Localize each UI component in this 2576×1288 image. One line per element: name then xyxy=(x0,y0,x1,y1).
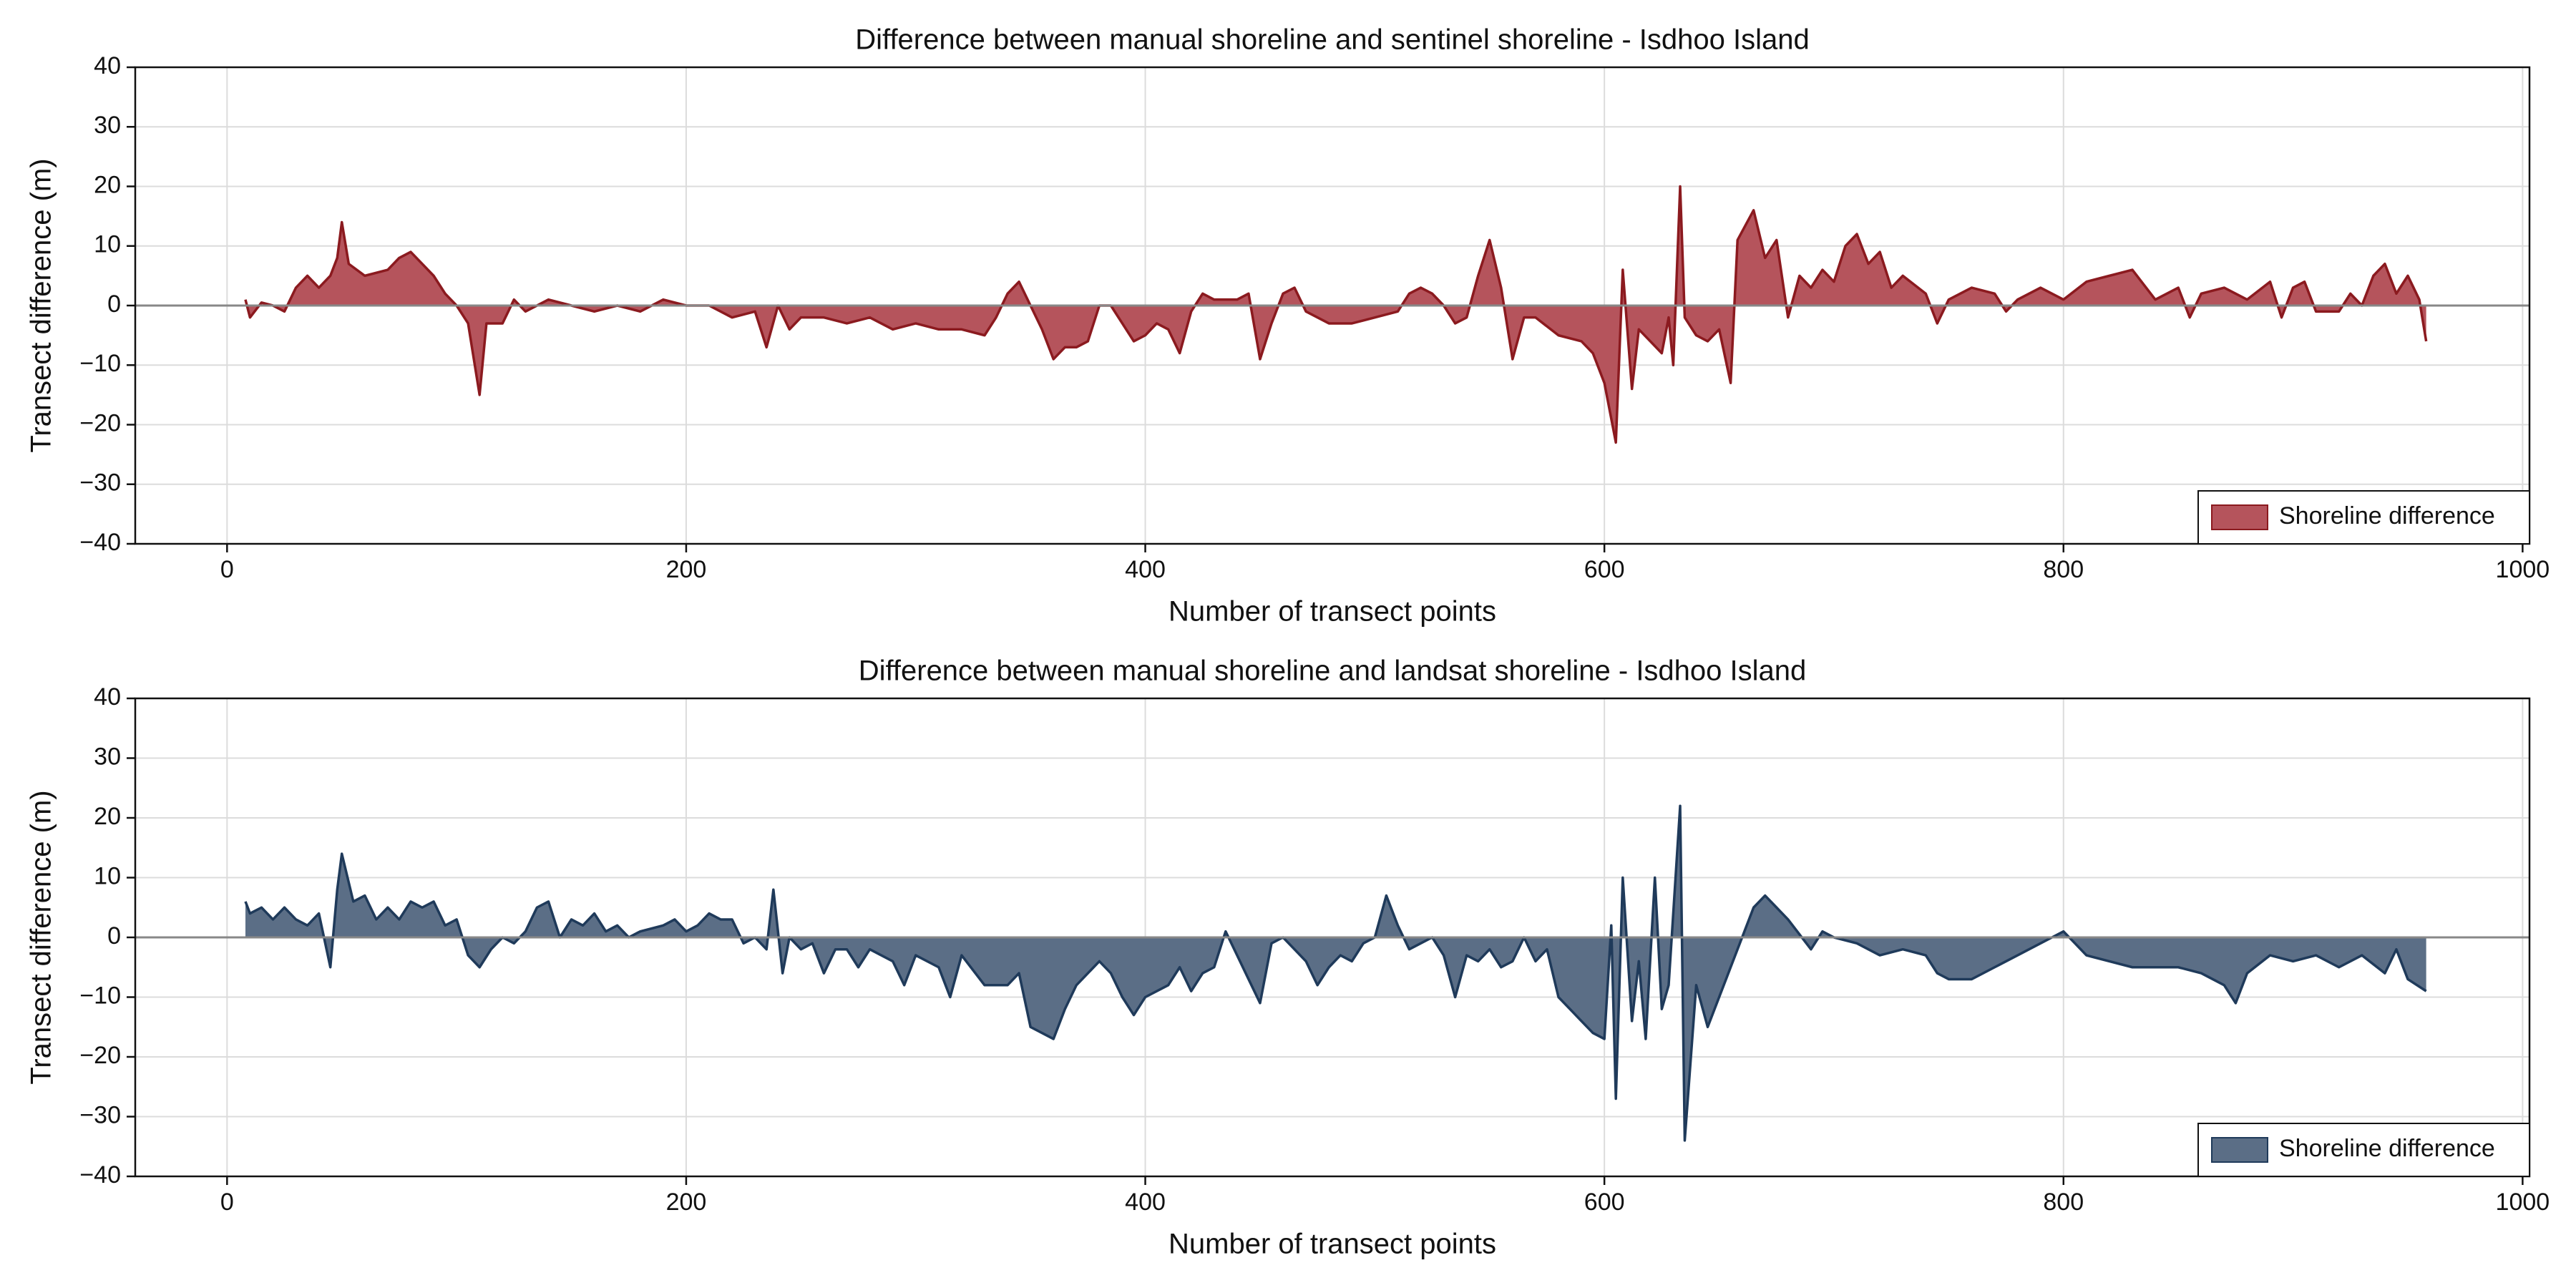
y-tick-label: −20 xyxy=(79,1042,121,1069)
area-line xyxy=(244,185,2428,444)
chart-title: Difference between manual shoreline and … xyxy=(855,24,1809,56)
area-fill xyxy=(245,186,2426,443)
x-tick-label: 800 xyxy=(2043,556,2084,583)
x-axis-label: Number of transect points xyxy=(1169,1229,1496,1260)
legend-label: Shoreline difference xyxy=(2279,502,2495,530)
x-tick-label: 1000 xyxy=(2496,1189,2550,1216)
y-tick-label: 0 xyxy=(107,291,121,318)
area-fill xyxy=(245,806,2426,1141)
y-axis-label: Transect difference (m) xyxy=(26,790,57,1084)
x-tick-label: 200 xyxy=(666,1189,707,1216)
legend-swatch xyxy=(2211,1137,2268,1163)
y-tick-label: −30 xyxy=(79,469,121,497)
x-tick-label: 200 xyxy=(666,556,707,583)
x-tick-label: 400 xyxy=(1125,1189,1166,1216)
area-line xyxy=(244,804,2427,1142)
legend-label: Shoreline difference xyxy=(2279,1135,2495,1162)
y-axis-label: Transect difference (m) xyxy=(26,158,57,452)
x-tick-label: 0 xyxy=(220,1189,234,1216)
y-tick-label: −40 xyxy=(79,1161,121,1189)
y-tick-label: 10 xyxy=(94,862,121,889)
x-tick-label: 600 xyxy=(1584,556,1625,583)
chart-panel: Difference between manual shoreline and … xyxy=(26,24,2550,628)
y-tick-label: 30 xyxy=(94,112,121,139)
y-tick-label: 40 xyxy=(94,683,121,711)
y-tick-label: 40 xyxy=(94,52,121,79)
x-axis-label: Number of transect points xyxy=(1169,596,1496,628)
x-tick-label: 600 xyxy=(1584,1189,1625,1216)
y-tick-label: −10 xyxy=(79,350,121,377)
y-tick-label: 0 xyxy=(107,922,121,950)
chart-title: Difference between manual shoreline and … xyxy=(859,655,1807,687)
chart-panel: Difference between manual shoreline and … xyxy=(26,655,2550,1260)
x-tick-label: 800 xyxy=(2043,1189,2084,1216)
plot-frame xyxy=(134,66,2531,545)
y-tick-label: 20 xyxy=(94,803,121,830)
y-tick-label: −40 xyxy=(79,529,121,556)
y-tick-label: 10 xyxy=(94,231,121,258)
y-tick-label: −20 xyxy=(79,409,121,436)
x-tick-label: 0 xyxy=(220,556,234,583)
plot-frame xyxy=(134,697,2531,1178)
x-tick-label: 400 xyxy=(1125,556,1166,583)
x-tick-label: 1000 xyxy=(2496,556,2550,583)
y-tick-label: −10 xyxy=(79,982,121,1009)
y-tick-label: 20 xyxy=(94,171,121,198)
y-tick-label: 30 xyxy=(94,743,121,770)
legend-swatch xyxy=(2211,504,2268,530)
y-tick-label: −30 xyxy=(79,1101,121,1128)
